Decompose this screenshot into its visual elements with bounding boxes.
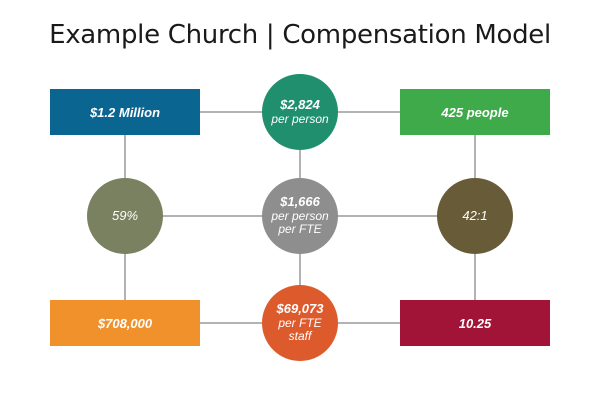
compensation-per-fte-value: $69,073 xyxy=(276,300,324,316)
compensation-per-fte-label-1: per FTE xyxy=(278,315,322,330)
cost-per-person-circle: $2,824 per person xyxy=(262,74,338,150)
compensation-percent-value: 59% xyxy=(111,207,139,223)
compensation-per-fte-circle: $69,073 per FTE staff xyxy=(262,285,338,361)
attendance-box: 425 people xyxy=(400,89,550,135)
staff-ratio-circle: 42:1 xyxy=(437,178,513,254)
cost-per-person-value: $2,824 xyxy=(280,96,320,112)
page-title: Example Church | Compensation Model xyxy=(49,20,551,50)
compensation-per-fte-label-2: staff xyxy=(288,329,312,344)
cost-per-person-label: per person xyxy=(271,111,329,126)
total-budget-box: $1.2 Million xyxy=(50,89,200,135)
staff-ratio-value: 42:1 xyxy=(462,207,488,223)
compensation-percent-circle: 59% xyxy=(87,178,163,254)
cost-per-person-per-fte-label-2: per FTE xyxy=(278,222,322,237)
fte-staff-box: 10.25 xyxy=(400,300,550,346)
cost-per-person-per-fte-value: $1,666 xyxy=(280,193,320,209)
compensation-total-box: $708,000 xyxy=(50,300,200,346)
cost-per-person-per-fte-label-1: per person xyxy=(271,208,329,223)
cost-per-person-per-fte-circle: $1,666 per person per FTE xyxy=(262,178,338,254)
